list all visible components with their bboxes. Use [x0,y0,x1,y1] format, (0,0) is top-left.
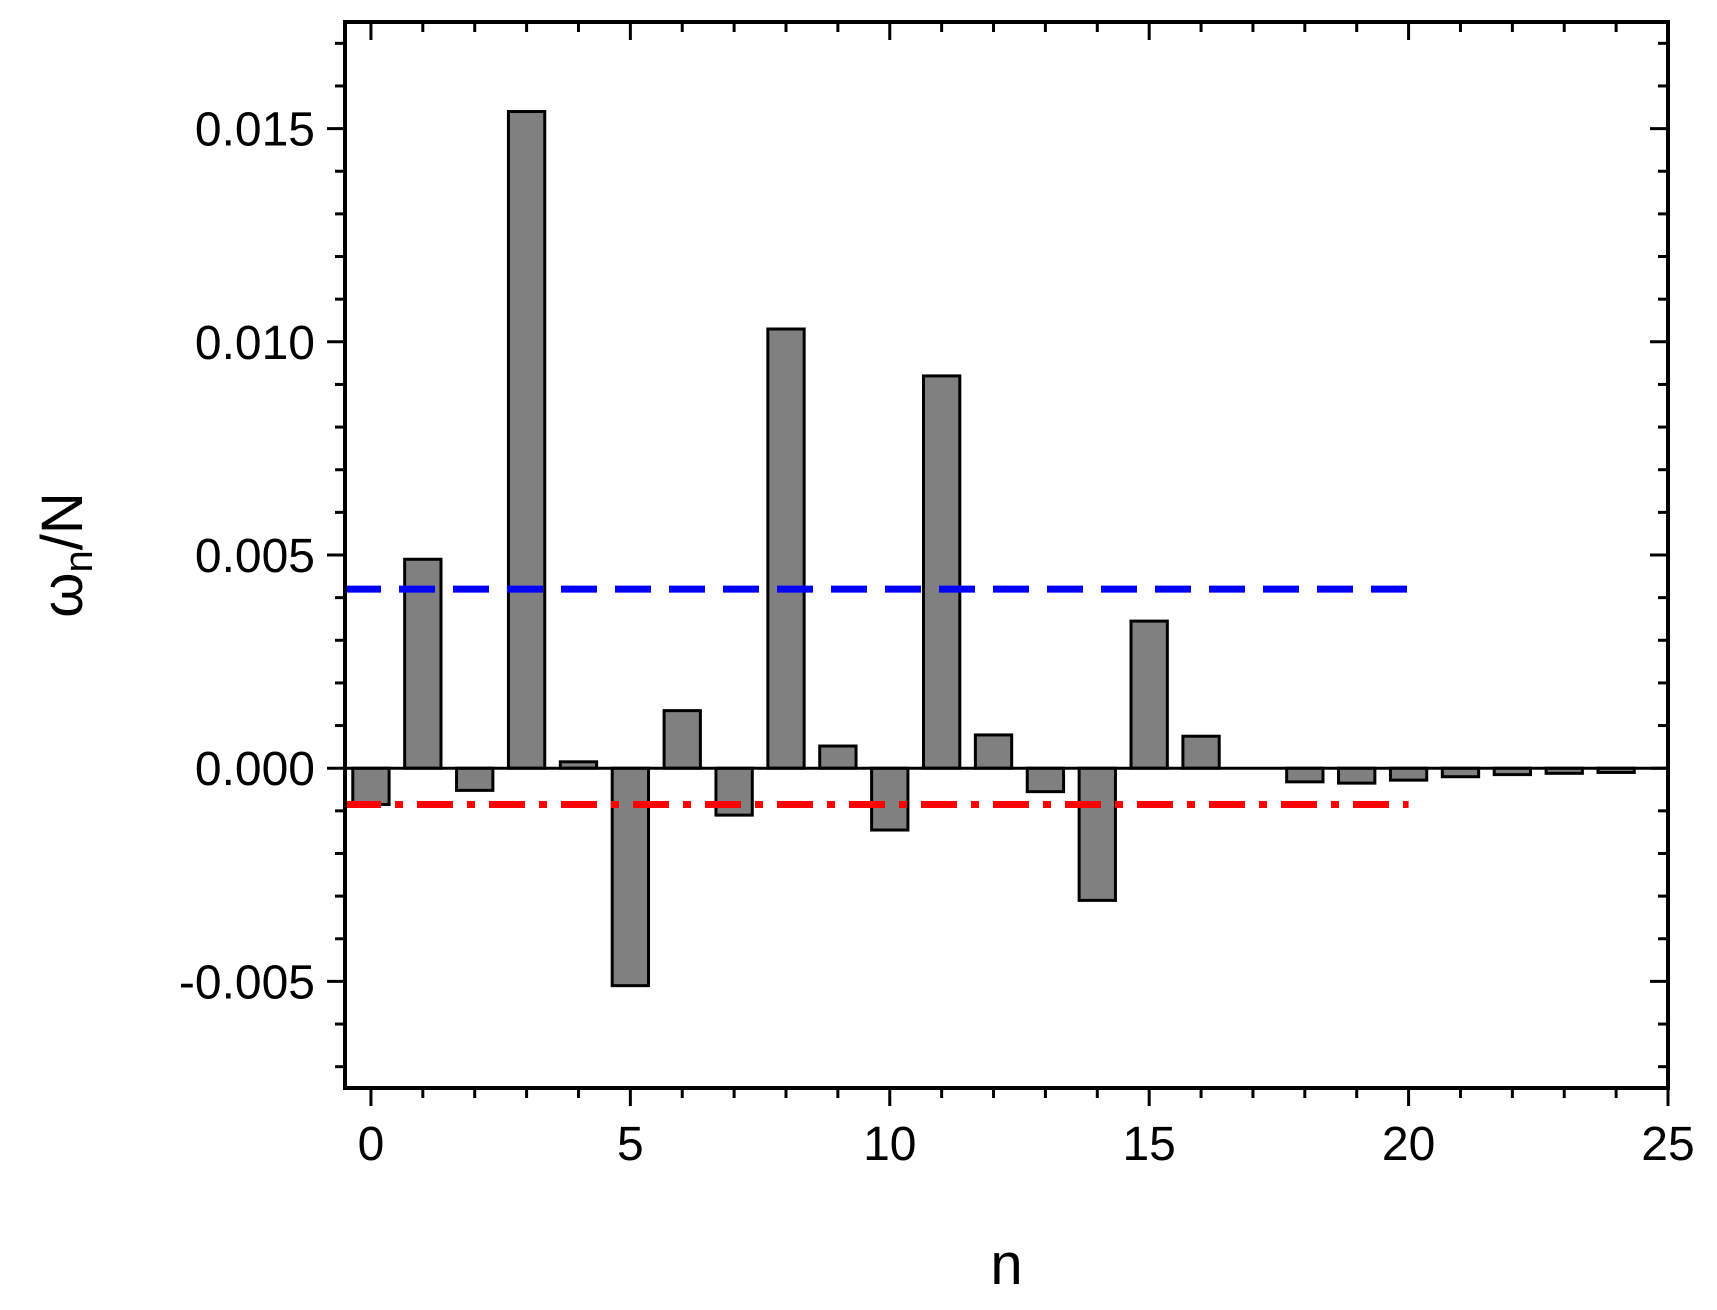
bar-18 [1285,766,1325,784]
bar-16 [1181,734,1221,770]
y-tick-label: 0.005 [195,530,315,583]
bar-3 [506,110,547,770]
bar-5 [610,766,651,988]
y-tick-label: 0.015 [195,104,315,157]
y-tick-label: -0.005 [179,956,315,1009]
bar-12 [973,733,1014,770]
y-axis-suffix: /N [30,492,95,550]
reference-lines-group [345,585,1409,808]
bar-19 [1337,766,1377,785]
bar-8 [766,327,806,770]
y-tick-label: 0.000 [195,743,315,796]
bars-group [351,110,1636,988]
x-axis-title: n [990,1232,1022,1297]
bar-0 [351,766,391,806]
bar-9 [818,744,858,770]
x-tick-label: 15 [1122,1118,1175,1171]
bar-2 [455,766,495,792]
bar-15 [1129,619,1169,770]
y-axis-subscript: n [57,550,101,572]
bar-20 [1388,766,1429,782]
bar-6 [662,709,702,770]
bar-13 [1025,766,1066,794]
ticks-group [327,22,1670,1106]
x-tick-label: 0 [358,1118,385,1171]
x-tick-label: 20 [1382,1118,1435,1171]
y-tick-label: 0.010 [195,317,315,370]
bar-11 [921,374,962,770]
y-axis-title: ωn/N [30,492,101,618]
bar-14 [1077,766,1117,902]
x-tick-label: 25 [1641,1118,1694,1171]
y-axis-symbol: ω [30,572,95,617]
x-tick-label: 10 [863,1118,916,1171]
bar-7 [714,766,754,817]
tick-labels-group: 0 5 10 15 20 25 -0.005 0.000 0.005 0.010 0.015 [179,104,1695,1171]
bar-10 [870,766,910,832]
x-tick-label: 5 [617,1118,644,1171]
